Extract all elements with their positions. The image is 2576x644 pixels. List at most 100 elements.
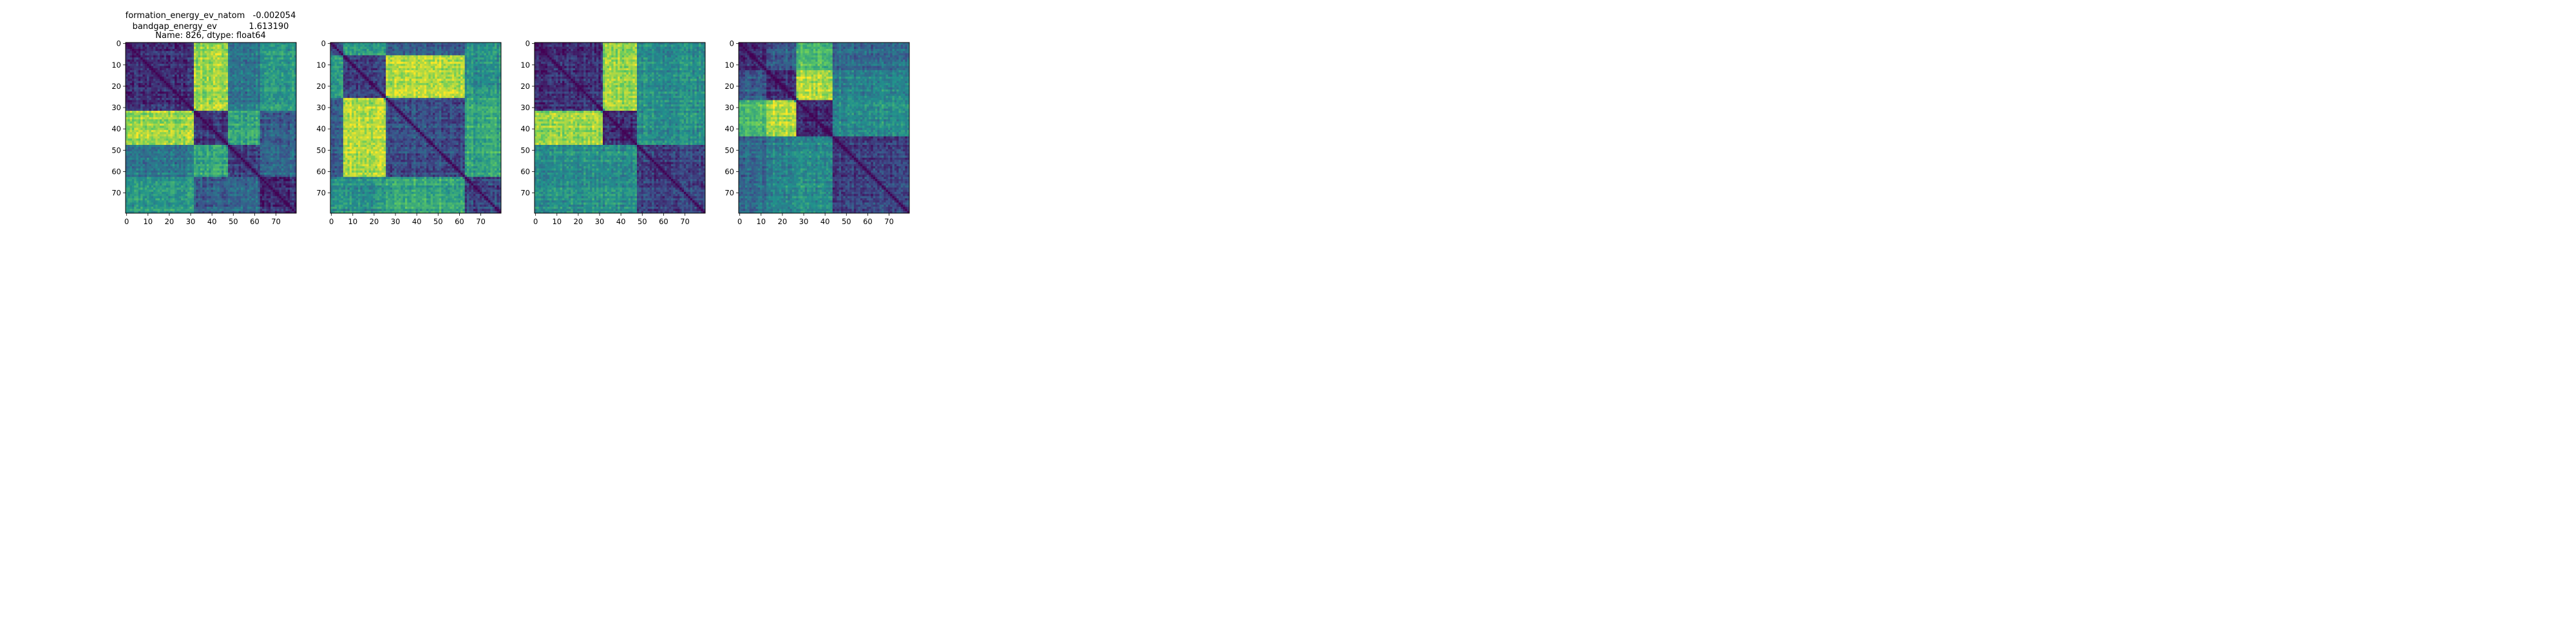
heatmap-cell (239, 66, 242, 68)
heatmap-cell (185, 209, 188, 211)
heatmap-cell (185, 49, 188, 52)
heatmap-cell (270, 79, 273, 81)
heatmap-cell (243, 64, 245, 66)
heatmap-cell (269, 106, 271, 109)
heatmap-cell (140, 187, 143, 190)
heatmap-cell (149, 75, 151, 77)
heatmap-cell (245, 77, 248, 79)
heatmap-cell (239, 122, 242, 124)
heatmap-cell (220, 55, 222, 58)
heatmap-cell (215, 132, 218, 135)
heatmap-cell (134, 68, 137, 71)
heatmap-cell (160, 138, 162, 141)
heatmap-cell (281, 72, 284, 75)
heatmap-cell (262, 122, 265, 124)
heatmap-cell (232, 49, 235, 52)
heatmap-cell (145, 134, 147, 137)
heatmap-cell (258, 106, 260, 109)
heatmap-cell (145, 209, 147, 211)
heatmap-cell (137, 205, 139, 207)
heatmap-cell (269, 51, 271, 53)
heatmap-cell (205, 190, 207, 193)
heatmap-cell (213, 160, 216, 162)
heatmap-cell (166, 72, 169, 75)
heatmap-cell (279, 109, 282, 111)
heatmap-cell (234, 113, 237, 115)
heatmap-cell (187, 43, 190, 45)
heatmap-cell (151, 205, 154, 207)
heatmap-cell (177, 198, 180, 201)
heatmap-cell (207, 70, 209, 73)
heatmap-cell (232, 102, 235, 105)
heatmap-cell (213, 168, 216, 171)
heatmap-cell (264, 60, 267, 62)
heatmap-cell (181, 209, 184, 211)
heatmap-cell (153, 207, 156, 209)
heatmap-cell (230, 68, 232, 71)
heatmap-cell (198, 91, 201, 94)
heatmap-cell (290, 62, 292, 64)
heatmap-cell (247, 96, 250, 99)
heatmap-cell (173, 187, 175, 190)
heatmap-cell (153, 47, 156, 50)
heatmap-cell (267, 109, 269, 111)
heatmap-cell (128, 100, 130, 102)
heatmap-cell (223, 64, 226, 66)
heatmap-cell (270, 124, 273, 126)
heatmap-cell (207, 134, 209, 137)
heatmap-cell (132, 173, 135, 175)
heatmap-cell (226, 113, 229, 115)
title-line-1: formation_energy_ev_natom -0.002054 (126, 11, 296, 21)
heatmap-cell (158, 44, 160, 47)
heatmap-cell (168, 202, 171, 205)
heatmap-cell (166, 81, 169, 84)
heatmap-cell (239, 88, 242, 90)
heatmap-cell (273, 124, 276, 126)
heatmap-cell (288, 55, 290, 58)
heatmap-cell (126, 128, 128, 131)
heatmap-cell (168, 102, 171, 105)
heatmap-cell (160, 151, 162, 154)
heatmap-cell (243, 115, 245, 118)
heatmap-cell (275, 81, 278, 84)
heatmap-cell (260, 60, 263, 62)
heatmap-cell (187, 151, 190, 154)
heatmap-cell (215, 151, 218, 154)
heatmap-cell (209, 130, 211, 133)
heatmap-cell (128, 151, 130, 154)
heatmap-cell (196, 194, 198, 196)
heatmap-cell (292, 83, 294, 86)
heatmap-cell (128, 160, 130, 162)
heatmap-cell (283, 49, 286, 52)
heatmap-cell (149, 177, 151, 180)
heatmap-cell (292, 77, 294, 79)
heatmap-cell (177, 134, 180, 137)
heatmap-cell (202, 72, 205, 75)
heatmap-cell (143, 57, 146, 60)
heatmap-cell (198, 179, 201, 182)
heatmap-cell (155, 194, 158, 196)
heatmap-cell (243, 44, 245, 47)
heatmap-cell (223, 81, 226, 84)
heatmap-cell (292, 111, 294, 113)
heatmap-cell (168, 209, 171, 211)
heatmap-cell (181, 177, 184, 180)
heatmap-cell (151, 140, 154, 143)
heatmap-cell (151, 81, 154, 84)
heatmap-cell (215, 162, 218, 165)
heatmap-cell (290, 55, 292, 58)
heatmap-cell (200, 175, 203, 177)
heatmap-cell (134, 162, 137, 165)
heatmap-cell (181, 202, 184, 205)
heatmap-cell (292, 47, 294, 50)
heatmap-cell (194, 162, 196, 165)
heatmap-cell (260, 128, 263, 131)
heatmap-cell (270, 62, 273, 64)
heatmap-cell (166, 173, 169, 175)
heatmap-cell (241, 83, 243, 86)
heatmap-cell (147, 119, 149, 122)
heatmap-cell (168, 153, 171, 156)
heatmap-cell (189, 171, 192, 173)
heatmap-cell (158, 198, 160, 201)
heatmap-cell (202, 196, 205, 199)
